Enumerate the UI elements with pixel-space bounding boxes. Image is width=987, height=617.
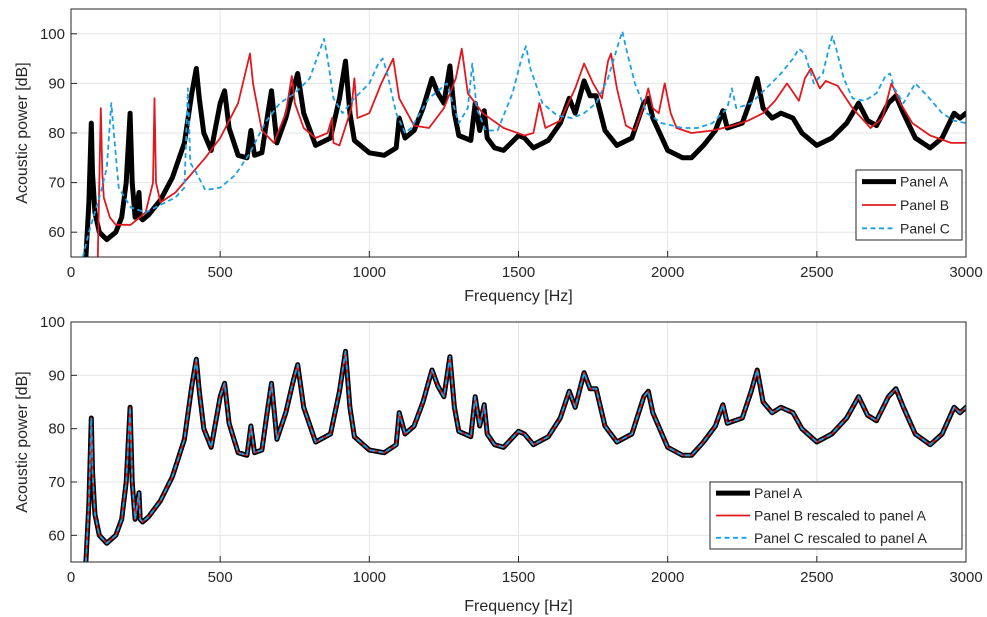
top-legend-label: Panel B [900, 197, 949, 213]
top-x-tick-label: 2000 [651, 264, 684, 281]
bottom-ticks: 0 500 1000 1500 2000 2500 3000 60 70 80 90 100 [40, 314, 983, 586]
top-y-tick-label: 90 [48, 75, 65, 92]
top-y-tick-label: 100 [40, 26, 65, 43]
bottom-x-tick-label: 3000 [949, 569, 982, 586]
top-x-axis-label: Frequency [Hz] [464, 288, 572, 305]
bottom-x-tick-label: 2000 [651, 569, 684, 586]
top-legend: Panel A Panel B Panel C [855, 169, 963, 241]
top-x-tick-label: 2500 [800, 264, 833, 281]
bottom-y-tick-label: 100 [40, 314, 65, 331]
top-y-tick-label: 60 [48, 224, 65, 241]
top-legend-label: Panel A [900, 174, 949, 190]
bottom-legend: Panel A Panel B rescaled to panel A Panel … [709, 481, 963, 550]
bottom-series-layer [83, 348, 966, 562]
bottom-chart-panel: 0 500 1000 1500 2000 2500 3000 60 70 80 90 100 Freq… [14, 314, 983, 615]
bottom-x-tick-label: 1500 [502, 569, 535, 586]
bottom-legend-box [709, 481, 963, 550]
bottom-series-line-3 [85, 350, 966, 562]
top-x-tick-label: 1000 [353, 264, 386, 281]
top-x-tick-label: 3000 [949, 264, 982, 281]
top-ticks: 0 500 1000 1500 2000 2500 3000 60 70 80 90 100 [40, 26, 983, 281]
top-chart-panel: 0 500 1000 1500 2000 2500 3000 60 70 80 90 100 Freq… [14, 8, 983, 305]
bottom-legend-label: Panel C rescaled to panel A [754, 530, 927, 546]
top-series-line-3 [82, 30, 966, 257]
bottom-x-tick-label: 0 [67, 569, 75, 586]
top-y-axis-label: Acoustic power [dB] [14, 62, 31, 203]
bottom-y-axis-label: Acoustic power [dB] [14, 371, 31, 512]
top-x-tick-label: 0 [67, 264, 75, 281]
bottom-y-tick-label: 70 [48, 474, 65, 491]
top-x-tick-label: 1500 [502, 264, 535, 281]
top-x-tick-label: 500 [208, 264, 233, 281]
bottom-x-tick-label: 2500 [800, 569, 833, 586]
top-series-layer [82, 30, 966, 257]
bottom-x-tick-label: 1000 [353, 569, 386, 586]
top-legend-label: Panel C [900, 220, 950, 236]
bottom-x-tick-label: 500 [208, 569, 233, 586]
top-y-tick-label: 70 [48, 175, 65, 192]
bottom-legend-label: Panel A [754, 485, 803, 501]
bottom-y-tick-label: 60 [48, 527, 65, 544]
bottom-y-tick-label: 80 [48, 421, 65, 438]
bottom-x-axis-label: Frequency [Hz] [464, 598, 572, 615]
bottom-legend-label: Panel B rescaled to panel A [754, 508, 927, 524]
bottom-y-tick-label: 90 [48, 367, 65, 384]
top-y-tick-label: 80 [48, 125, 65, 142]
top-series-line-2 [96, 47, 966, 257]
